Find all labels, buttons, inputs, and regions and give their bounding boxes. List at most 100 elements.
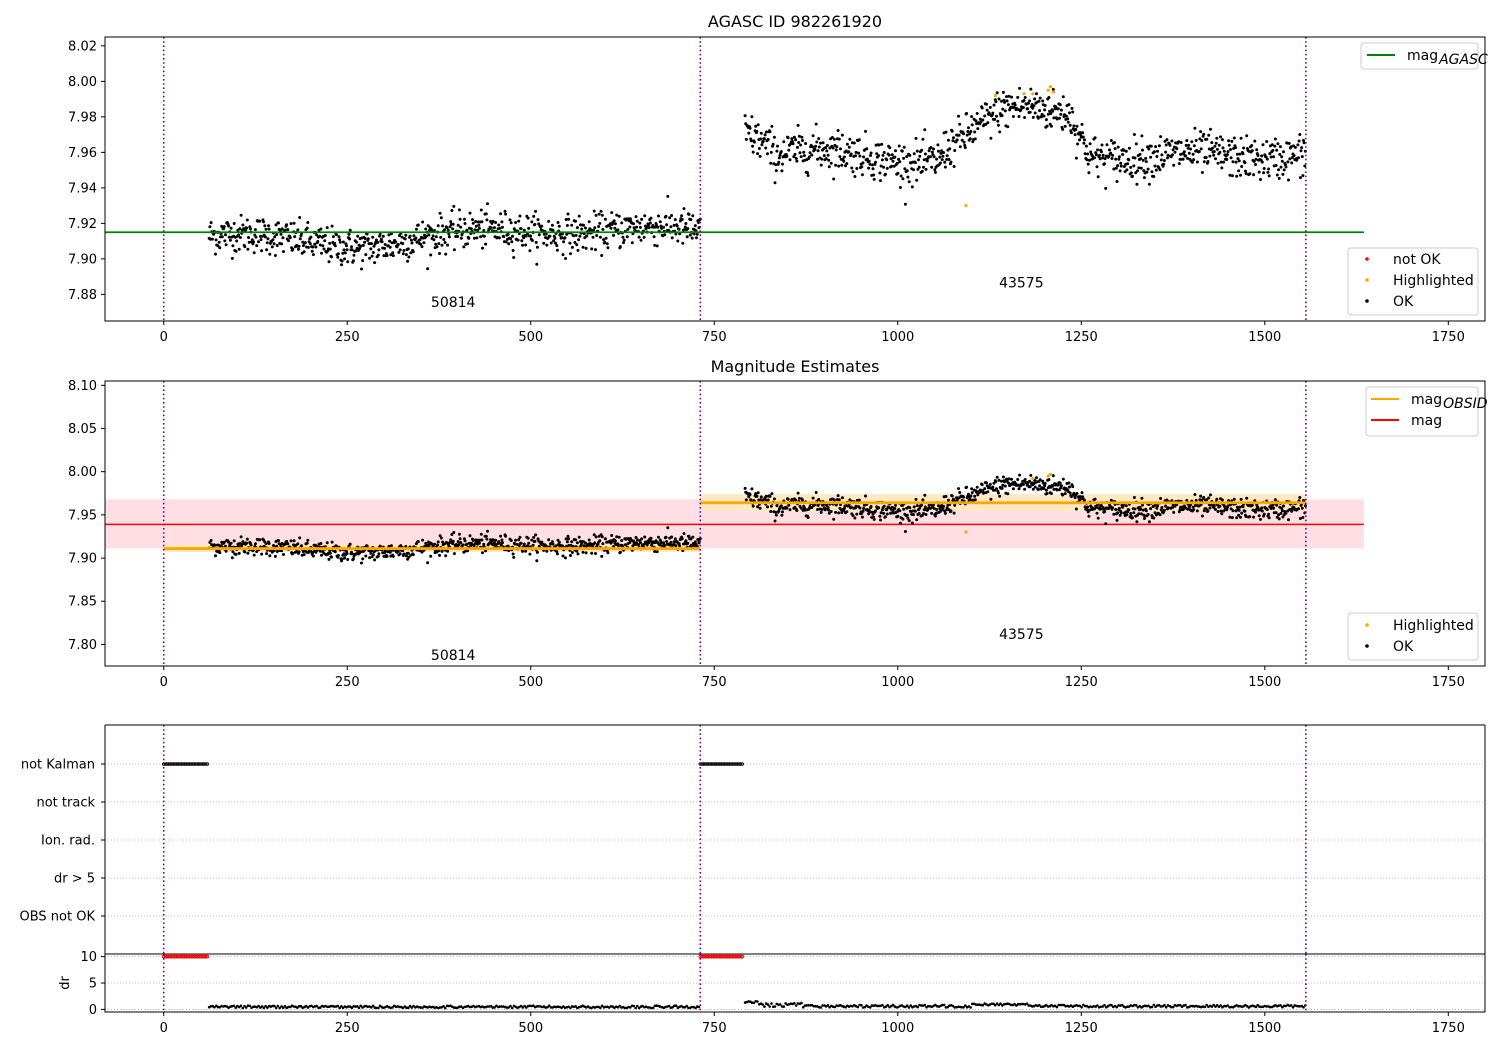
ok-point <box>528 249 532 253</box>
ok-point <box>1222 149 1226 153</box>
y-tick-label: 7.90 <box>68 552 97 567</box>
ok-point <box>684 222 688 225</box>
ok-point <box>1026 101 1030 105</box>
obsid-label: 43575 <box>999 275 1044 291</box>
ok-point <box>402 552 406 556</box>
ok-point <box>338 238 342 242</box>
ok-point <box>337 235 341 239</box>
x-tick-label: 0 <box>160 330 168 345</box>
dr-point <box>213 1005 216 1009</box>
ok-point <box>912 513 915 517</box>
ok-point <box>439 216 443 220</box>
ok-point <box>480 220 484 224</box>
ok-point <box>350 248 354 252</box>
ok-point <box>1239 515 1242 519</box>
ok-point <box>489 226 493 230</box>
ok-point <box>576 552 580 556</box>
ok-point <box>1109 151 1113 155</box>
ok-point <box>446 549 450 553</box>
ok-point <box>612 233 615 237</box>
ok-point <box>568 241 572 245</box>
ok-point <box>1156 149 1159 153</box>
ok-point <box>1280 155 1284 159</box>
ok-point <box>1267 167 1271 171</box>
ok-point <box>555 550 559 554</box>
ok-point <box>1206 509 1210 513</box>
ok-point <box>1194 138 1198 142</box>
ok-point <box>293 235 297 239</box>
ok-point <box>1028 110 1032 114</box>
ok-point <box>519 541 523 545</box>
not-kalman-point <box>738 762 743 766</box>
ok-point <box>1064 114 1068 118</box>
ok-point <box>1171 506 1174 509</box>
ok-point <box>265 241 269 245</box>
ok-point <box>512 256 516 259</box>
ok-point <box>1016 95 1020 99</box>
ok-point <box>877 143 881 147</box>
ok-point <box>867 159 871 163</box>
ok-point <box>891 159 895 163</box>
ok-point <box>458 537 462 541</box>
dr-point <box>318 1006 322 1009</box>
ok-point <box>587 220 591 224</box>
ok-point <box>1133 156 1137 160</box>
ok-point <box>502 235 506 239</box>
ok-point <box>1216 510 1220 513</box>
ok-point <box>1297 507 1300 511</box>
ok-point <box>920 148 924 152</box>
ok-point <box>590 551 594 555</box>
ok-point <box>900 504 904 508</box>
ok-point <box>948 147 952 151</box>
ok-point <box>208 225 212 229</box>
x-tick-label: 250 <box>335 675 360 690</box>
ok-point <box>286 228 290 232</box>
ok-point <box>1069 131 1073 135</box>
dr-point <box>444 1006 447 1010</box>
ok-point <box>648 221 652 225</box>
not-kalman-point <box>192 762 197 766</box>
ok-point <box>406 551 410 555</box>
ok-point <box>1273 137 1277 141</box>
ok-point <box>1078 138 1081 142</box>
ok-point <box>949 160 953 164</box>
ok-point <box>492 226 496 230</box>
ok-point <box>1202 132 1206 136</box>
dr-point <box>296 1006 299 1009</box>
ok-point <box>785 154 789 158</box>
ok-point <box>613 226 617 230</box>
ok-point <box>849 505 853 509</box>
dr-point <box>995 1002 999 1005</box>
ok-point <box>267 542 271 545</box>
ok-point <box>558 233 562 237</box>
ok-point <box>1003 100 1007 104</box>
ok-point <box>1271 148 1275 152</box>
ok-point <box>450 209 454 212</box>
ok-point <box>878 171 882 175</box>
ok-point <box>1206 160 1210 163</box>
ok-point <box>516 238 520 242</box>
ok-point <box>665 540 669 543</box>
ok-point <box>895 161 899 165</box>
ok-point <box>1066 120 1070 124</box>
dr-point <box>260 1005 264 1008</box>
ok-point <box>621 235 625 239</box>
ok-point <box>1265 157 1269 161</box>
ok-point <box>1303 504 1307 508</box>
ok-point <box>253 228 257 232</box>
ok-point <box>275 244 279 247</box>
ok-point <box>670 236 674 240</box>
ok-point <box>1131 174 1134 178</box>
ok-point <box>853 516 857 520</box>
ok-point <box>1129 165 1133 169</box>
ok-point <box>555 248 559 252</box>
ok-point <box>265 248 269 252</box>
ok-point <box>1033 111 1037 115</box>
ok-point <box>451 222 455 226</box>
ok-point <box>849 152 853 156</box>
dr-clipped-point <box>203 954 208 959</box>
ok-point <box>901 517 905 521</box>
dr-point <box>1170 1005 1173 1009</box>
ok-point <box>847 150 851 154</box>
